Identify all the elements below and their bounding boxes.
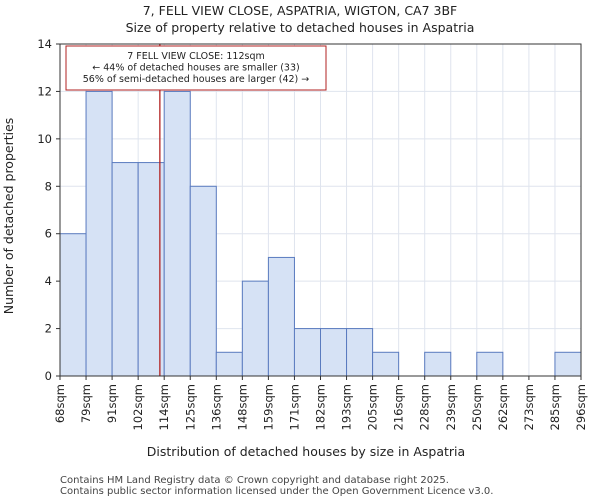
x-tick-label: 193sqm xyxy=(340,384,354,430)
footer-line-2: Contains public sector information licen… xyxy=(60,486,493,497)
x-axis-label: Distribution of detached houses by size … xyxy=(147,444,465,459)
bar-114sqm xyxy=(163,90,191,377)
bar-250sqm xyxy=(476,351,504,377)
bar-205sqm xyxy=(372,351,400,377)
y-axis-ticks: 0 2 4 6 8 10 12 14 xyxy=(37,37,60,383)
x-tick-label: 91sqm xyxy=(105,384,119,423)
annotation-line-1: 7 FELL VIEW CLOSE: 112sqm xyxy=(127,51,265,62)
x-tick-label: 102sqm xyxy=(131,384,145,430)
bar-285sqm xyxy=(554,351,582,377)
annotation-line-3: 56% of semi-detached houses are larger (… xyxy=(83,74,310,85)
x-tick-label: 148sqm xyxy=(235,384,249,430)
annotation-box xyxy=(65,45,327,91)
x-tick-label: 262sqm xyxy=(496,384,510,430)
x-tick-label: 273sqm xyxy=(522,384,536,430)
bar-159sqm xyxy=(267,256,295,377)
x-tick-label: 216sqm xyxy=(392,384,406,430)
chart-title: 7, FELL VIEW CLOSE, ASPATRIA, WIGTON, CA… xyxy=(143,3,458,18)
bar-136sqm xyxy=(215,351,243,377)
x-axis-ticks: 68sqm 79sqm 91sqm 102sqm 114sqm 125sqm 136sqm 1… xyxy=(53,376,588,430)
bar-79sqm xyxy=(85,90,113,377)
y-tick-label: 10 xyxy=(37,132,52,146)
x-tick-label: 205sqm xyxy=(366,384,380,430)
y-tick-label: 0 xyxy=(45,369,52,383)
y-tick-label: 8 xyxy=(45,179,52,193)
bar-68sqm xyxy=(59,233,87,377)
y-tick-label: 14 xyxy=(37,37,52,51)
x-tick-label: 171sqm xyxy=(287,384,301,430)
bar-91sqm xyxy=(111,162,139,377)
x-tick-label: 239sqm xyxy=(444,384,458,430)
bar-148sqm xyxy=(241,280,269,377)
x-tick-label: 228sqm xyxy=(418,384,432,430)
bar-171sqm xyxy=(293,328,322,377)
bar-125sqm xyxy=(189,185,217,377)
annotation-line-2: ← 44% of detached houses are smaller (33… xyxy=(92,63,299,74)
x-tick-label: 296sqm xyxy=(574,384,588,430)
x-tick-label: 159sqm xyxy=(261,384,275,430)
y-tick-label: 4 xyxy=(45,274,52,288)
y-axis-label: Number of detached properties xyxy=(1,118,16,315)
x-tick-label: 79sqm xyxy=(79,384,93,423)
x-tick-label: 285sqm xyxy=(548,384,562,430)
x-tick-label: 182sqm xyxy=(314,384,328,430)
bar-182sqm xyxy=(320,328,348,377)
x-tick-label: 136sqm xyxy=(209,384,223,430)
y-tick-label: 12 xyxy=(37,84,52,98)
footer-line-1: Contains HM Land Registry data © Crown c… xyxy=(60,475,449,486)
y-tick-label: 6 xyxy=(45,227,52,241)
bar-193sqm xyxy=(346,328,374,377)
x-tick-label: 68sqm xyxy=(53,384,67,423)
x-tick-label: 114sqm xyxy=(157,384,171,430)
chart-subtitle: Size of property relative to detached ho… xyxy=(126,20,475,35)
x-tick-label: 250sqm xyxy=(470,384,484,430)
x-tick-label: 125sqm xyxy=(183,384,197,430)
y-tick-label: 2 xyxy=(45,322,52,336)
bar-228sqm xyxy=(424,351,452,377)
property-marker: 7 FELL VIEW CLOSE: 112sqm← 44% of detach… xyxy=(65,44,327,376)
